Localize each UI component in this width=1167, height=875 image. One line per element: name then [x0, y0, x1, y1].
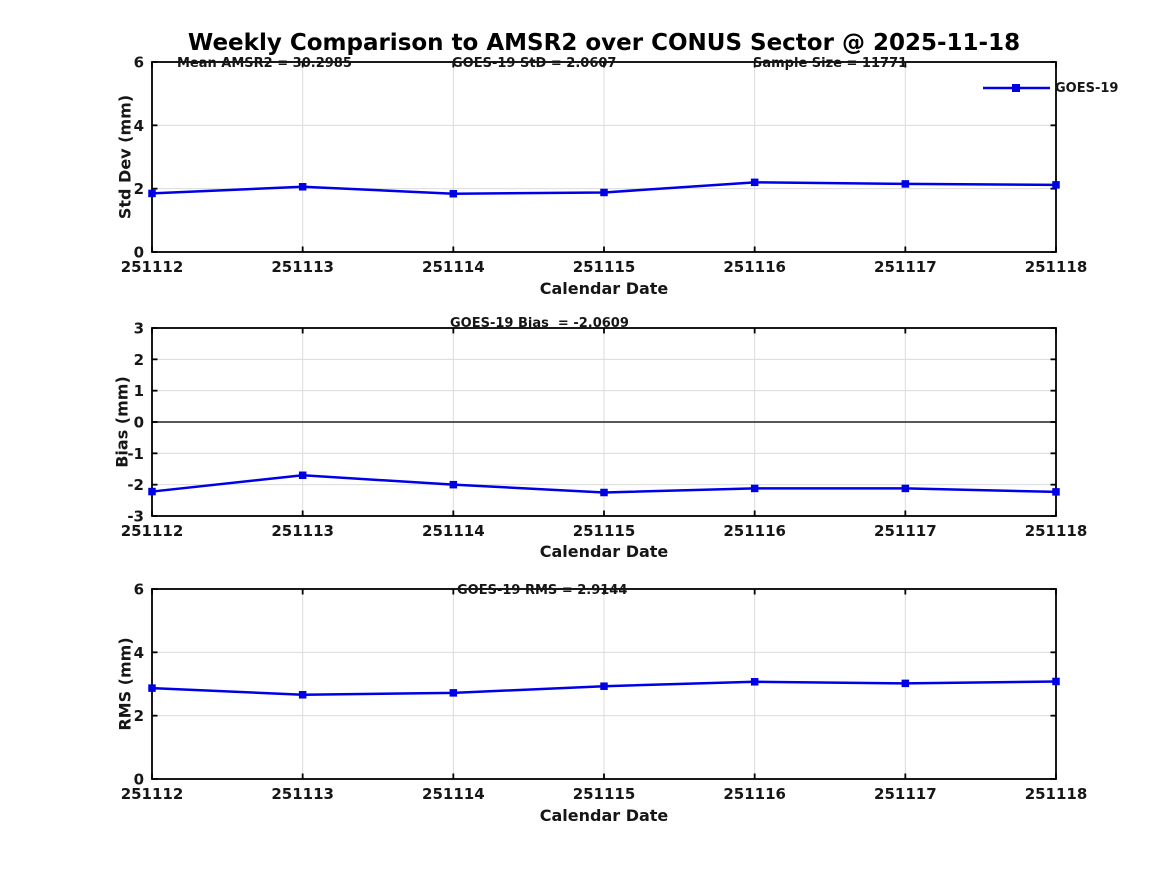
annotation-goes19-std: GOES-19 StD = 2.0607 — [452, 56, 617, 71]
y-tick-label: 0 — [134, 771, 144, 789]
x-tick-label: 251112 — [121, 522, 184, 540]
x-tick-label: 251114 — [422, 522, 485, 540]
data-point-marker — [298, 183, 307, 191]
y-tick-label: 6 — [134, 581, 144, 599]
y-axis-label-bias: Bias (mm) — [112, 376, 132, 468]
annotation-mean-amsr2: Mean AMSR2 = 30.2985 — [177, 56, 352, 71]
x-tick-label: 251118 — [1025, 258, 1088, 276]
data-point-marker — [449, 189, 458, 198]
data-point-marker — [148, 684, 156, 692]
x-tick-label: 251114 — [422, 785, 485, 803]
x-tick-label: 251118 — [1025, 522, 1088, 540]
x-tick-label: 251117 — [874, 522, 937, 540]
x-tick-label: 251113 — [271, 522, 334, 540]
y-tick-label: 2 — [134, 707, 144, 725]
data-point-marker — [298, 471, 307, 480]
y-axis-label-std-dev: Std Dev (mm) — [115, 94, 135, 220]
legend-label: GOES-19 — [1055, 80, 1119, 96]
data-point-marker — [600, 682, 608, 690]
annotation-sample-size: Sample Size = 11771 — [753, 56, 908, 71]
y-tick-label: 2 — [134, 351, 144, 369]
x-tick-label: 251117 — [874, 785, 937, 803]
y-tick-label: 3 — [134, 320, 144, 338]
x-axis-label-1: Calendar Date — [539, 279, 669, 298]
data-point-marker — [1052, 488, 1060, 496]
annotation-goes19-rms: GOES-19 RMS = 2.9144 — [457, 583, 628, 598]
legend: GOES-19 — [983, 80, 1118, 96]
data-point-marker — [449, 480, 458, 489]
y-tick-label: 0 — [134, 414, 144, 432]
x-tick-label: 251112 — [121, 258, 184, 276]
data-point-marker — [600, 188, 608, 197]
data-point-marker — [148, 487, 156, 496]
data-point-marker — [750, 178, 759, 187]
x-tick-label: 251115 — [573, 785, 636, 803]
data-point-marker — [148, 189, 156, 198]
data-point-marker — [750, 484, 759, 493]
y-axis-label-rms: RMS (mm) — [115, 637, 135, 731]
x-tick-label: 251113 — [271, 785, 334, 803]
data-point-marker — [600, 488, 608, 497]
x-tick-label: 251115 — [573, 258, 636, 276]
data-point-marker — [901, 679, 910, 688]
y-tick-label: -2 — [127, 476, 144, 494]
y-tick-label: 1 — [134, 382, 144, 400]
x-tick-label: 251114 — [422, 258, 485, 276]
x-axis-label-2: Calendar Date — [539, 542, 669, 561]
y-tick-label: -3 — [127, 508, 144, 526]
x-tick-label: 251112 — [121, 785, 184, 803]
data-point-marker — [901, 484, 910, 493]
data-point-marker — [1052, 181, 1060, 189]
x-tick-label: 251113 — [271, 258, 334, 276]
legend-line-sample-icon — [983, 84, 1050, 92]
data-point-marker — [298, 691, 307, 699]
x-tick-label: 251117 — [874, 258, 937, 276]
annotation-goes19-bias: GOES-19 Bias = -2.0609 — [450, 316, 629, 331]
data-point-marker — [1052, 677, 1060, 686]
x-tick-label: 251116 — [723, 522, 786, 540]
legend-square-marker-icon — [1012, 84, 1020, 92]
data-point-marker — [449, 689, 458, 697]
y-tick-label: 4 — [134, 117, 144, 135]
x-tick-label: 251116 — [723, 785, 786, 803]
y-tick-label: 0 — [134, 244, 144, 262]
y-tick-label: 4 — [134, 644, 144, 662]
x-tick-label: 251118 — [1025, 785, 1088, 803]
data-point-marker — [901, 180, 910, 188]
y-tick-label: 6 — [134, 54, 144, 72]
data-point-marker — [750, 678, 759, 686]
x-axis-label-3: Calendar Date — [539, 806, 669, 825]
x-tick-label: 251116 — [723, 258, 786, 276]
y-tick-label: 2 — [134, 180, 144, 198]
y-tick-label: -1 — [127, 445, 144, 463]
x-tick-label: 251115 — [573, 522, 636, 540]
chart-title: Weekly Comparison to AMSR2 over CONUS Se… — [187, 30, 1021, 56]
